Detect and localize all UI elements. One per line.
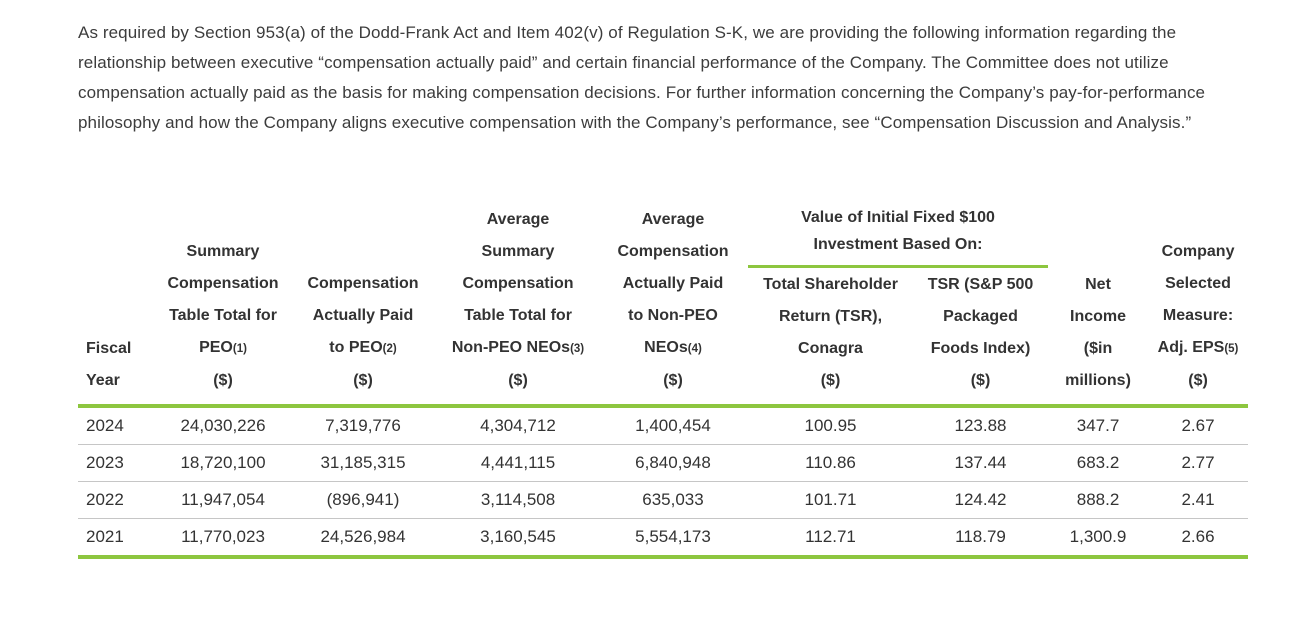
investment-spanner-underline: Value of Initial Fixed $100 Investment B… [748,204,1049,268]
cell-adj-eps: 2.67 [1148,404,1249,445]
cell-peo-sct: 11,947,054 [158,481,288,519]
header-fiscal-year: Fiscal Year [78,204,158,406]
cell-fiscal-year: 2023 [78,444,158,482]
header-lines: TSR (S&P 500 Packaged Foods Index) ($) [927,276,1034,389]
cell-net-income: 888.2 [1048,481,1149,519]
header-unit: ($) [1188,372,1208,389]
header-row-sub: Total Shareholder Return (TSR), Conagra … [78,268,1248,406]
header-unit: ($) [213,372,233,389]
cell-fiscal-year: 2021 [78,518,158,559]
header-line: PEO(1) [160,332,286,365]
cell-peo-sct: 11,770,023 [158,518,288,559]
cell-adj-eps: 2.41 [1148,481,1249,519]
pay-versus-performance-table: Fiscal Year Summary Compensation Table T… [78,204,1249,559]
table-row: 2022 11,947,054 (896,941) 3,114,508 635,… [78,481,1249,519]
table-row: 2023 18,720,100 31,185,315 4,441,115 6,8… [78,444,1249,482]
header-lines: Average Compensation Actually Paid to No… [617,211,729,324]
cell-peo-cap: 7,319,776 [288,404,438,445]
cell-fiscal-year: 2024 [78,404,158,445]
cell-neo-avg-cap: 635,033 [598,481,748,519]
footnote-marker: (5) [1224,343,1239,355]
header-avg-comp-actually-paid-neo: Average Compensation Actually Paid to No… [598,204,748,406]
header-row-top: Fiscal Year Summary Compensation Table T… [78,204,1248,389]
header-text: Adj. EPS [1157,339,1225,356]
document-page: As required by Section 953(a) of the Dod… [78,23,1249,559]
header-lines: Fiscal Year [86,340,132,389]
header-line: Non-PEO NEOs(3) [440,332,596,365]
cell-net-income: 683.2 [1048,444,1149,482]
cell-neo-avg-cap: 5,554,173 [598,518,748,559]
cell-peo-cap: 24,526,984 [288,518,438,559]
cell-neo-avg-cap: 6,840,948 [598,444,748,482]
table-body: 2024 24,030,226 7,319,776 4,304,712 1,40… [78,404,1249,559]
header-comp-actually-paid-peo: Compensation Actually Paid to PEO(2) ($) [288,204,438,406]
header-avg-summary-comp-neo: Average Summary Compensation Table Total… [438,204,598,406]
intro-paragraph: As required by Section 953(a) of the Dod… [78,23,1206,132]
cell-neo-avg-sct: 4,304,712 [438,404,598,445]
cell-tsr-conagra: 112.71 [748,518,913,559]
cell-tsr-index: 123.88 [913,404,1049,445]
header-lines: Net Income ($in millions) [1065,276,1131,389]
cell-peo-sct: 24,030,226 [158,404,288,445]
cell-net-income: 1,300.9 [1048,518,1149,559]
footnote-marker: (3) [570,343,585,355]
footnote-marker: (2) [382,343,397,355]
cell-peo-sct: 18,720,100 [158,444,288,482]
cell-fiscal-year: 2022 [78,481,158,519]
header-lines: Total Shareholder Return (TSR), Conagra … [763,276,898,389]
cell-peo-cap: (896,941) [288,481,438,519]
header-line: NEOs(4) [600,332,746,365]
header-unit: ($) [508,372,528,389]
header-summary-comp-peo: Summary Compensation Table Total for PEO… [158,204,288,406]
header-text: PEO [199,339,233,356]
cell-adj-eps: 2.77 [1148,444,1249,482]
footnote-marker: (1) [232,343,247,355]
header-unit: ($) [353,372,373,389]
header-company-selected-measure: Company Selected Measure: Adj. EPS(5) ($… [1148,204,1248,406]
cell-neo-avg-sct: 3,160,545 [438,518,598,559]
header-lines: Company Selected Measure: [1161,243,1235,324]
cell-neo-avg-sct: 4,441,115 [438,444,598,482]
header-lines: Value of Initial Fixed $100 Investment B… [801,209,995,253]
header-tsr-conagra: Total Shareholder Return (TSR), Conagra … [748,268,913,406]
header-text: NEOs [644,339,688,356]
header-line: to PEO(2) [290,332,436,365]
cell-tsr-conagra: 100.95 [748,404,913,445]
header-unit: ($) [663,372,683,389]
cell-tsr-conagra: 110.86 [748,444,913,482]
header-lines: Summary Compensation Table Total for [167,243,279,324]
header-tsr-index: TSR (S&P 500 Packaged Foods Index) ($) [913,268,1048,406]
header-lines: Average Summary Compensation Table Total… [462,211,574,324]
cell-tsr-index: 118.79 [913,518,1049,559]
cell-neo-avg-cap: 1,400,454 [598,404,748,445]
cell-peo-cap: 31,185,315 [288,444,438,482]
cell-adj-eps: 2.66 [1148,518,1249,559]
header-line: Adj. EPS(5) [1150,332,1246,365]
header-text: Non-PEO NEOs [451,339,571,356]
header-text: to PEO [329,339,383,356]
cell-tsr-index: 124.42 [913,481,1049,519]
cell-neo-avg-sct: 3,114,508 [438,481,598,519]
table-row: 2024 24,030,226 7,319,776 4,304,712 1,40… [78,404,1249,445]
header-investment-spanner: Value of Initial Fixed $100 Investment B… [748,204,1049,268]
cell-tsr-index: 137.44 [913,444,1049,482]
header-net-income: Net Income ($in millions) [1048,204,1148,406]
table-row: 2021 11,770,023 24,526,984 3,160,545 5,5… [78,518,1249,559]
table-header: Fiscal Year Summary Compensation Table T… [78,204,1248,406]
header-lines: Compensation Actually Paid [307,275,419,324]
cell-net-income: 347.7 [1048,404,1149,445]
cell-tsr-conagra: 101.71 [748,481,913,519]
footnote-marker: (4) [687,343,702,355]
